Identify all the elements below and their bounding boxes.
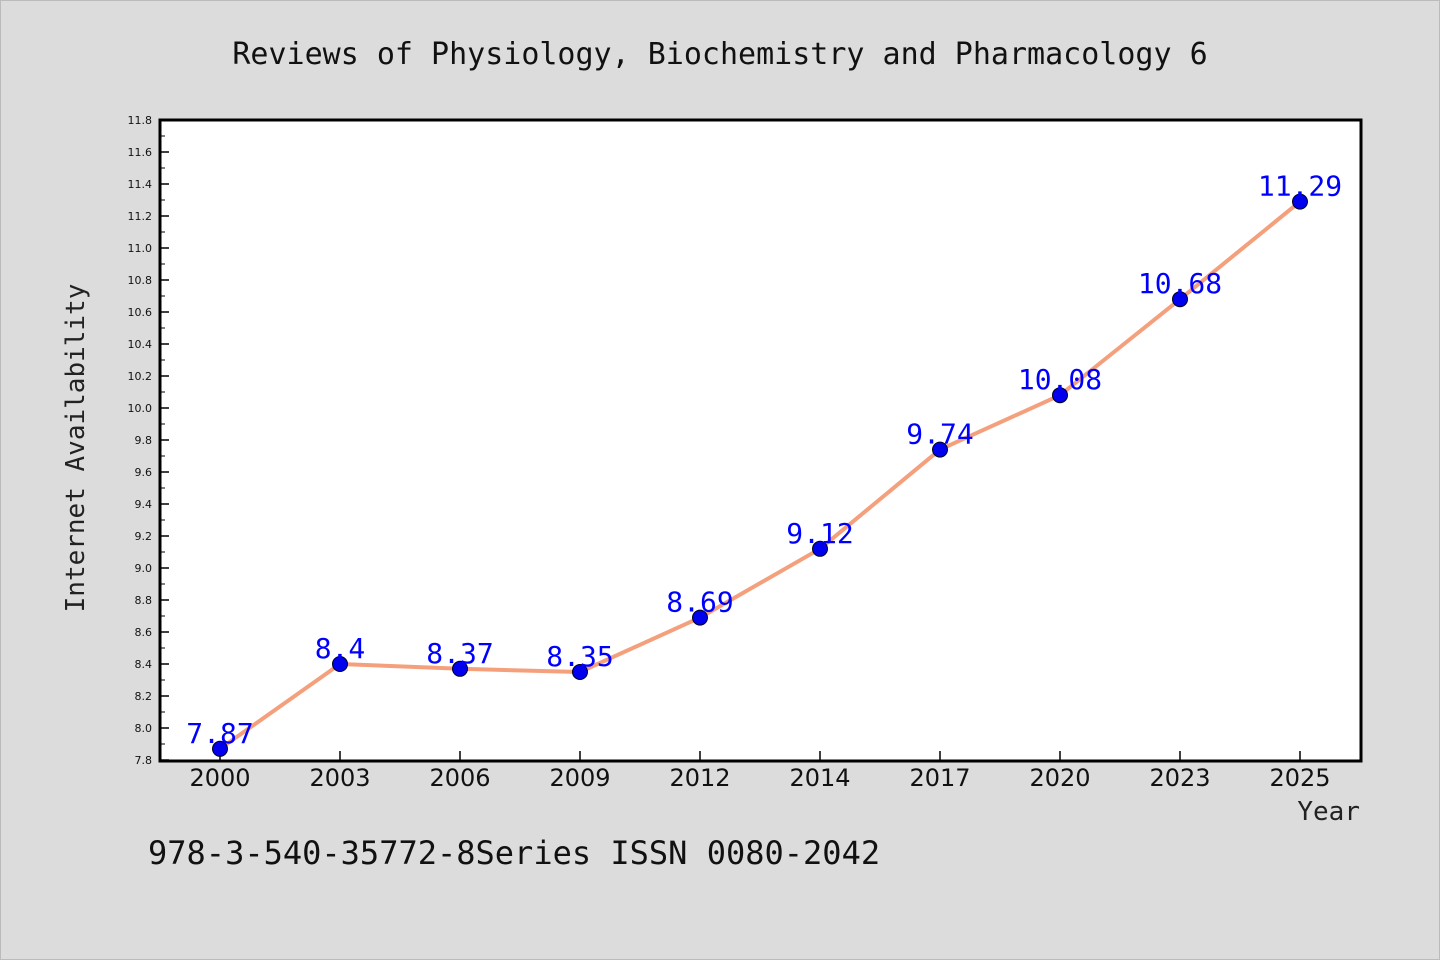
data-label: 8.4 [315, 632, 366, 665]
y-tick-label: 8.8 [135, 594, 153, 607]
data-label: 9.12 [786, 517, 853, 550]
y-axis: 7.8 8.0 8.2 8.4 8.6 8.8 9.0 9.2 9.4 9.6 9.8 10.0 10.… [128, 114, 169, 767]
y-tick-label: 9.8 [135, 434, 153, 447]
data-point [932, 441, 948, 458]
data-point [812, 540, 828, 557]
x-axis-title: Year [1297, 797, 1360, 827]
y-tick-label: 8.4 [135, 658, 153, 671]
data-point [1172, 291, 1188, 308]
data-point [1292, 193, 1308, 210]
y-tick-label: 10.6 [128, 306, 153, 319]
data-labels: 7.87 8.4 8.37 8.35 8.69 9.12 9.74 10.08 10.68 11.… [186, 170, 1342, 750]
y-tick-label: 10.2 [128, 370, 153, 383]
x-tick-label: 2006 [429, 764, 490, 792]
series-markers [212, 193, 1308, 757]
data-label: 8.69 [666, 586, 733, 619]
y-tick-label: 10.0 [128, 402, 153, 415]
data-point [1052, 387, 1068, 404]
x-tick-label: 2000 [189, 764, 250, 792]
chart-title: Reviews of Physiology, Biochemistry and … [232, 37, 1207, 72]
y-tick-label: 9.6 [135, 466, 153, 479]
y-tick-label: 9.2 [135, 530, 153, 543]
y-tick-label: 11.8 [128, 114, 153, 127]
data-point [572, 664, 588, 680]
data-point [332, 656, 348, 672]
y-axis-title: Internet Availability [61, 284, 91, 613]
x-tick-label: 2023 [1149, 764, 1210, 792]
x-axis: 2000 2003 2006 2009 2012 2014 2017 2020 2023 2025 [189, 751, 1331, 792]
data-label: 8.37 [426, 637, 493, 670]
data-point [692, 609, 708, 626]
x-tick-label: 2025 [1269, 764, 1330, 792]
data-label: 8.35 [546, 640, 613, 673]
data-point [452, 660, 468, 677]
data-label: 10.68 [1138, 267, 1222, 300]
data-label: 9.74 [906, 418, 973, 451]
y-tick-label: 10.8 [128, 274, 153, 287]
y-tick-label: 8.6 [135, 626, 153, 639]
series-line [218, 199, 1302, 751]
x-tick-label: 2009 [549, 764, 610, 792]
x-tick-label: 2020 [1029, 764, 1090, 792]
isbn-issn-footer: 978-3-540-35772-8Series ISSN 0080-2042 [148, 834, 880, 872]
x-tick-label: 2014 [789, 764, 850, 792]
y-tick-label: 9.0 [135, 562, 153, 575]
data-label: 10.08 [1018, 363, 1102, 396]
plot-area [158, 118, 1363, 763]
y-tick-label: 7.8 [135, 754, 153, 767]
x-tick-label: 2017 [909, 764, 970, 792]
y-tick-label: 11.0 [128, 242, 153, 255]
y-tick-label: 8.2 [135, 690, 153, 703]
y-tick-label: 11.4 [128, 178, 153, 191]
x-tick-label: 2012 [669, 764, 730, 792]
y-tick-label: 8.0 [135, 722, 153, 735]
y-tick-label: 11.2 [128, 210, 153, 223]
data-label: 11.29 [1258, 170, 1342, 203]
data-point [212, 740, 228, 757]
x-tick-label: 2003 [309, 764, 370, 792]
y-tick-label: 10.4 [128, 338, 153, 351]
data-label: 7.87 [186, 717, 253, 750]
y-tick-label: 11.6 [128, 146, 153, 159]
y-tick-label: 9.4 [135, 498, 153, 511]
